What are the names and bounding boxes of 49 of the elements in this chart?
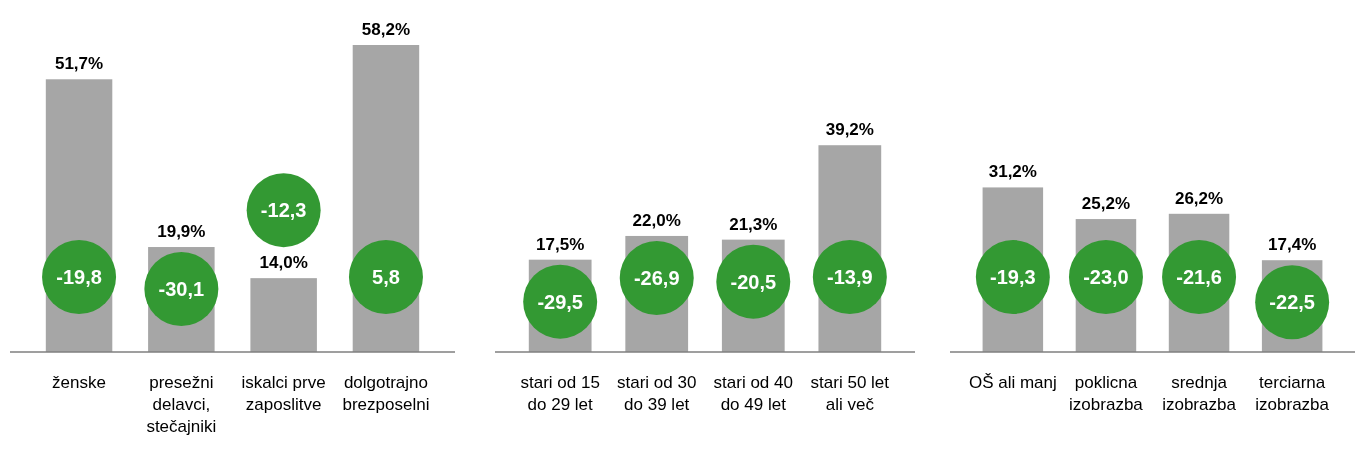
data-label: 22,0% [632,210,681,230]
data-label: 19,9% [157,222,206,242]
data-label: 14,0% [259,253,308,273]
x-tick-label: dolgotrajno brezposelni [342,373,430,414]
x-tick-label: stari 50 let ali več [810,373,890,414]
circle-badge: -21,6 [1162,240,1237,314]
annotation: -12,3 [260,199,307,222]
circle-badge: -12,3 [246,173,321,248]
circle-badge: -22,5 [1255,265,1330,340]
data-label: 17,4% [1268,235,1317,255]
data-label: 58,2% [361,20,411,39]
annotation: -13,9 [827,266,873,288]
annotation: -26,9 [633,266,680,289]
circle-badge: -13,9 [812,240,887,314]
annotation: -22,5 [1269,291,1315,314]
annotation: -20,5 [730,270,777,293]
x-tick-label: stari od 40 do 49 let [713,373,793,414]
data-label: 31,2% [988,162,1037,182]
data-label: 17,5% [536,234,585,254]
data-label: 26,2% [1174,188,1224,208]
circle-badge: 5,8 [348,240,423,314]
annotation: 5,8 [372,266,400,288]
x-tick-label: stari od 30 do 39 let [617,373,697,414]
circle-badge: -23,0 [1068,240,1143,314]
data-label: 21,3% [729,214,778,234]
annotation: -29,5 [537,290,583,313]
data-label: 51,7% [54,54,104,74]
circle-badge: -26,9 [619,240,694,315]
circle-badge: -19,3 [975,240,1050,314]
data-label: 39,2% [825,120,874,140]
x-tick-label: OŠ ali manj [968,373,1057,392]
circle-badge: -29,5 [523,264,598,339]
data-label: 25,2% [1081,194,1131,214]
annotation: -19,3 [990,266,1036,288]
x-tick-label: ženske [52,373,106,392]
circle-badge: -30,1 [144,252,219,327]
circle-badge: -20,5 [716,244,791,319]
x-tick-label: iskalci prve zaposlitve [241,373,326,414]
x-tick-label: presežni delavci, stečajniki [146,373,217,436]
annotation: -30,1 [158,278,205,301]
x-tick-label: srednja izobrazba [1162,373,1237,414]
x-tick-label: terciarna izobrazba [1255,373,1330,414]
annotation: -21,6 [1176,266,1222,288]
x-tick-label: poklicna izobrazba [1069,373,1144,414]
x-tick-label: stari od 15 do 29 let [520,373,600,414]
annotation: -19,8 [56,266,102,288]
circle-badge: -19,8 [42,240,117,314]
annotation: -23,0 [1083,266,1129,288]
bar [250,278,317,352]
